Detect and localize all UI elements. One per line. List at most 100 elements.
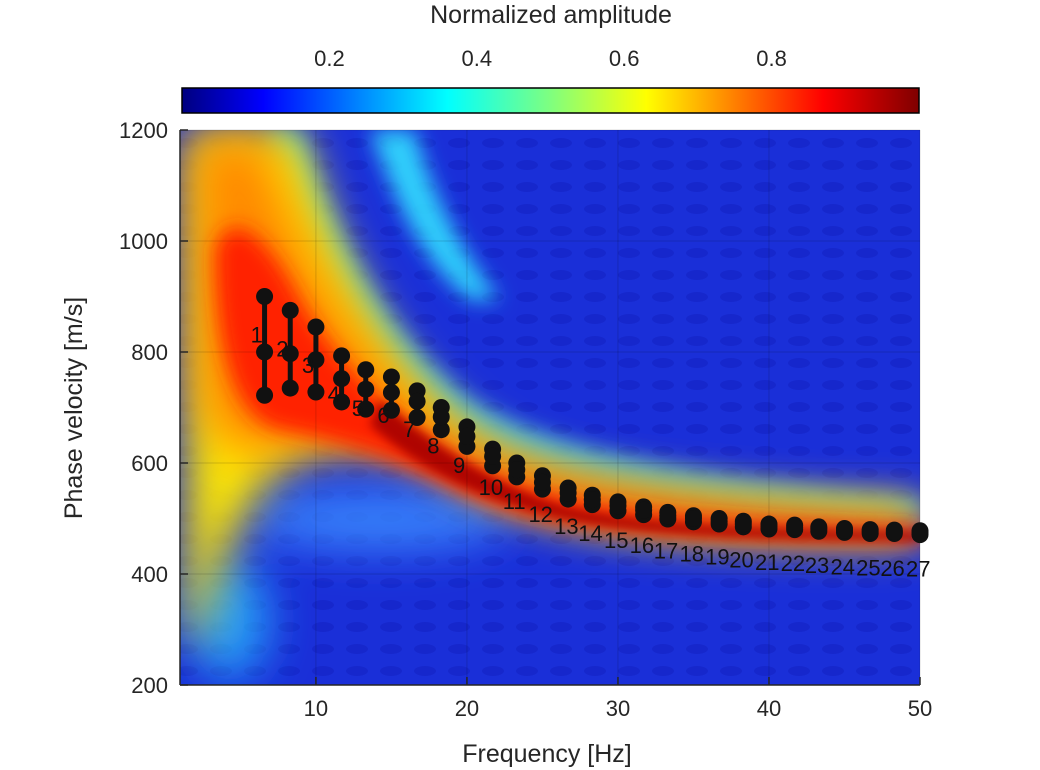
point-label: 8 [427, 434, 439, 459]
point-label: 18 [679, 542, 703, 567]
colorbar-tick-label: 0.2 [314, 46, 345, 71]
point-label: 10 [479, 475, 503, 500]
colorbar-tick-label: 0.8 [756, 46, 787, 71]
point-label: 2 [276, 336, 288, 361]
picked-point: 21 [755, 515, 779, 575]
x-tick-label: 10 [304, 696, 328, 721]
colorbar-title: Normalized amplitude [430, 1, 672, 29]
point-label: 6 [377, 403, 389, 428]
y-tick-label: 1000 [119, 229, 168, 254]
lower-bound-marker [281, 379, 299, 397]
velocity-marker [810, 520, 828, 538]
point-label: 24 [830, 554, 854, 579]
point-label: 21 [755, 550, 779, 575]
point-label: 3 [302, 353, 314, 378]
velocity-marker [432, 408, 450, 426]
point-label: 13 [554, 514, 578, 539]
picked-point: 10 [479, 440, 503, 500]
picked-point: 1 [251, 288, 274, 404]
point-label: 27 [906, 557, 930, 582]
velocity-marker [484, 447, 502, 465]
lower-bound-marker [408, 408, 426, 426]
upper-bound-marker [281, 301, 299, 319]
point-label: 19 [705, 545, 729, 570]
velocity-marker [307, 351, 325, 369]
picked-point: 25 [856, 521, 881, 581]
upper-bound-marker [382, 368, 400, 386]
point-label: 23 [805, 553, 829, 578]
y-tick-label: 200 [131, 673, 168, 698]
point-label: 26 [880, 556, 904, 581]
y-axis-ticks: 200 400 600 800 1000 1200 [119, 118, 188, 698]
point-label: 22 [781, 551, 805, 576]
colorbar-gradient [181, 87, 920, 114]
velocity-marker [559, 484, 577, 502]
velocity-marker [885, 523, 903, 541]
x-axis-ticks: 10 20 30 40 50 [304, 677, 932, 721]
point-label: 15 [604, 528, 628, 553]
velocity-marker [734, 515, 752, 533]
y-tick-label: 1200 [119, 118, 168, 143]
picked-point: 15 [604, 493, 628, 553]
picked-point: 12 [528, 467, 553, 527]
picked-point: 2 [276, 301, 299, 397]
velocity-marker [408, 392, 426, 410]
y-tick-label: 600 [131, 451, 168, 476]
point-label: 1 [251, 323, 263, 348]
x-tick-label: 30 [606, 696, 630, 721]
velocity-marker [911, 523, 929, 541]
picked-point: 17 [654, 503, 678, 563]
velocity-marker [256, 343, 274, 361]
colorbar-tick-label: 0.6 [609, 46, 640, 71]
lower-bound-marker [256, 386, 274, 404]
picked-point: 27 [906, 522, 930, 582]
velocity-marker [835, 521, 853, 539]
y-tick-label: 400 [131, 562, 168, 587]
picked-point: 23 [805, 518, 829, 578]
picked-point: 7 [403, 382, 426, 442]
point-label: 25 [856, 556, 880, 581]
x-tick-label: 40 [757, 696, 781, 721]
lower-bound-marker [333, 393, 351, 411]
x-axis-title: Frequency [Hz] [462, 740, 632, 768]
picked-point: 16 [630, 498, 654, 558]
velocity-marker [357, 380, 375, 398]
picked-point: 18 [679, 507, 704, 567]
picked-point: 22 [781, 516, 805, 576]
point-label: 5 [352, 396, 364, 421]
velocity-marker [281, 345, 299, 363]
lower-bound-marker [357, 400, 375, 418]
point-label: 11 [503, 489, 526, 514]
x-tick-label: 20 [455, 696, 479, 721]
picked-point: 3 [302, 318, 325, 401]
velocity-marker [333, 370, 351, 388]
x-tick-label: 50 [908, 696, 932, 721]
point-label: 16 [630, 533, 654, 558]
velocity-marker [684, 510, 702, 527]
picked-point: 9 [453, 418, 476, 478]
point-label: 20 [729, 547, 753, 572]
velocity-marker [635, 501, 653, 519]
upper-bound-marker [256, 288, 274, 305]
picked-point: 13 [554, 479, 579, 539]
point-label: 4 [328, 382, 340, 407]
picked-point: 6 [377, 368, 400, 428]
velocity-marker [458, 427, 476, 445]
picked-point: 5 [352, 361, 375, 421]
point-label: 17 [654, 538, 678, 563]
point-label: 12 [528, 502, 552, 527]
heatmap-field [180, 130, 920, 685]
point-label: 9 [453, 453, 465, 478]
velocity-marker [861, 522, 879, 540]
picked-point: 19 [705, 510, 730, 570]
velocity-marker [710, 512, 728, 530]
lower-bound-marker [307, 383, 325, 401]
lower-bound-marker [382, 401, 400, 419]
velocity-marker [583, 491, 601, 509]
velocity-marker [533, 473, 551, 491]
point-label: 14 [578, 521, 602, 546]
picked-point: 4 [328, 347, 351, 411]
lower-bound-marker [432, 421, 450, 439]
